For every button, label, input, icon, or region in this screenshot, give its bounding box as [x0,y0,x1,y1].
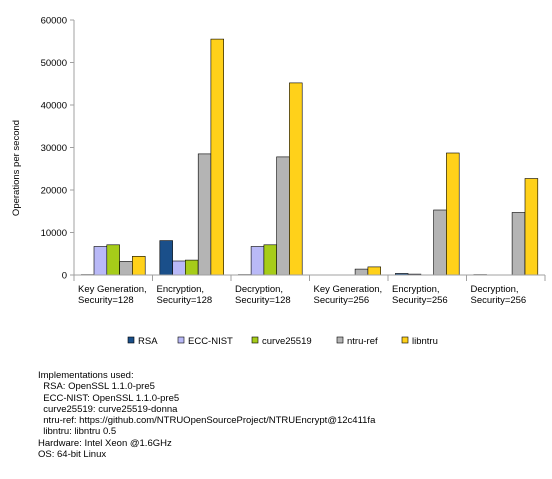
note-ecc-nist: ECC-NIST: OpenSSL 1.1.0-pre5 [38,392,180,404]
y-tick-label: 10000 [41,228,67,239]
bar-libntru [367,266,381,276]
x-category-label: Security=256 [392,295,448,306]
legend: RSA ECC-NIST curve25519 ntru-ref libntru [127,336,438,347]
x-category-label: Encryption, [392,284,440,295]
bar-curve25519 [185,259,199,276]
bar-libntru [132,255,146,276]
notes-heading: Implementations used: [38,370,134,381]
bar-curve25519 [106,244,120,276]
bar-libntru [210,38,224,276]
legend-swatch-libntru [401,336,409,344]
implementation-notes: Implementations used: RSA: OpenSSL 1.1.0… [38,370,375,460]
bar-libntru [524,178,539,276]
bar-ecc-nist [250,246,265,276]
legend-label-curve25519: curve25519 [262,336,312,347]
bar-libntru [446,152,460,276]
x-category-label: Encryption, [157,284,205,295]
y-tick-label: 40000 [41,101,67,112]
x-category-label: Security=256 [314,295,370,306]
note-rsa: RSA: OpenSSL 1.1.0-pre5 [38,381,155,393]
x-category-label: Decryption, [235,284,283,295]
note-curve25519: curve25519: curve25519-donna [38,403,178,415]
note-hardware: Hardware: Intel Xeon @1.6GHz [38,437,172,449]
x-category-label: Security=256 [471,295,527,306]
bar-ecc-nist [172,260,186,276]
x-category-label: Security=128 [235,295,291,306]
legend-swatch-ecc-nist [177,336,185,344]
bar-ntru-ref [276,156,290,276]
bar-ntru-ref [354,268,369,276]
y-tick-label: 30000 [41,143,67,154]
bar-rsa [159,240,173,276]
legend-label-ntru-ref: ntru-ref [347,336,378,347]
legend-swatch-rsa [127,336,135,344]
bar-ntru-ref [119,261,133,276]
bar-libntru [289,82,303,276]
legend-label-libntru: libntru [412,336,438,347]
note-ntru-ref: ntru-ref: https://github.com/NTRUOpenSou… [38,415,376,427]
legend-swatch-curve25519 [251,336,259,344]
note-libntru: libntru: libntru 0.5 [38,426,117,438]
bar-ecc-nist [93,246,108,276]
bar-curve25519 [263,244,277,276]
x-category-label: Key Generation, [78,284,147,295]
bar-ntru-ref [433,209,447,276]
y-tick-label: 60000 [41,16,67,27]
y-tick-label: 20000 [41,186,67,197]
bar-ntru-ref [511,212,526,276]
legend-swatch-ntru-ref [336,336,344,344]
bar-ntru-ref [197,153,212,276]
y-tick-label: 0 [62,271,67,282]
x-category-label: Security=128 [157,295,213,306]
y-tick-label: 50000 [41,58,67,69]
legend-label-ecc-nist: ECC-NIST [188,336,233,347]
bar-series [81,38,539,276]
x-category-label: Decryption, [471,284,519,295]
x-category-label: Security=128 [78,295,134,306]
y-axis: 0 10000 20000 30000 40000 50000 60000 [41,16,75,282]
note-os: OS: 64-bit Linux [38,449,107,461]
y-axis-label: Operations per second [11,120,22,216]
x-axis: Key Generation,Security=128Encryption,Se… [73,274,546,306]
x-category-label: Key Generation, [314,284,383,295]
legend-label-rsa: RSA [138,336,158,347]
